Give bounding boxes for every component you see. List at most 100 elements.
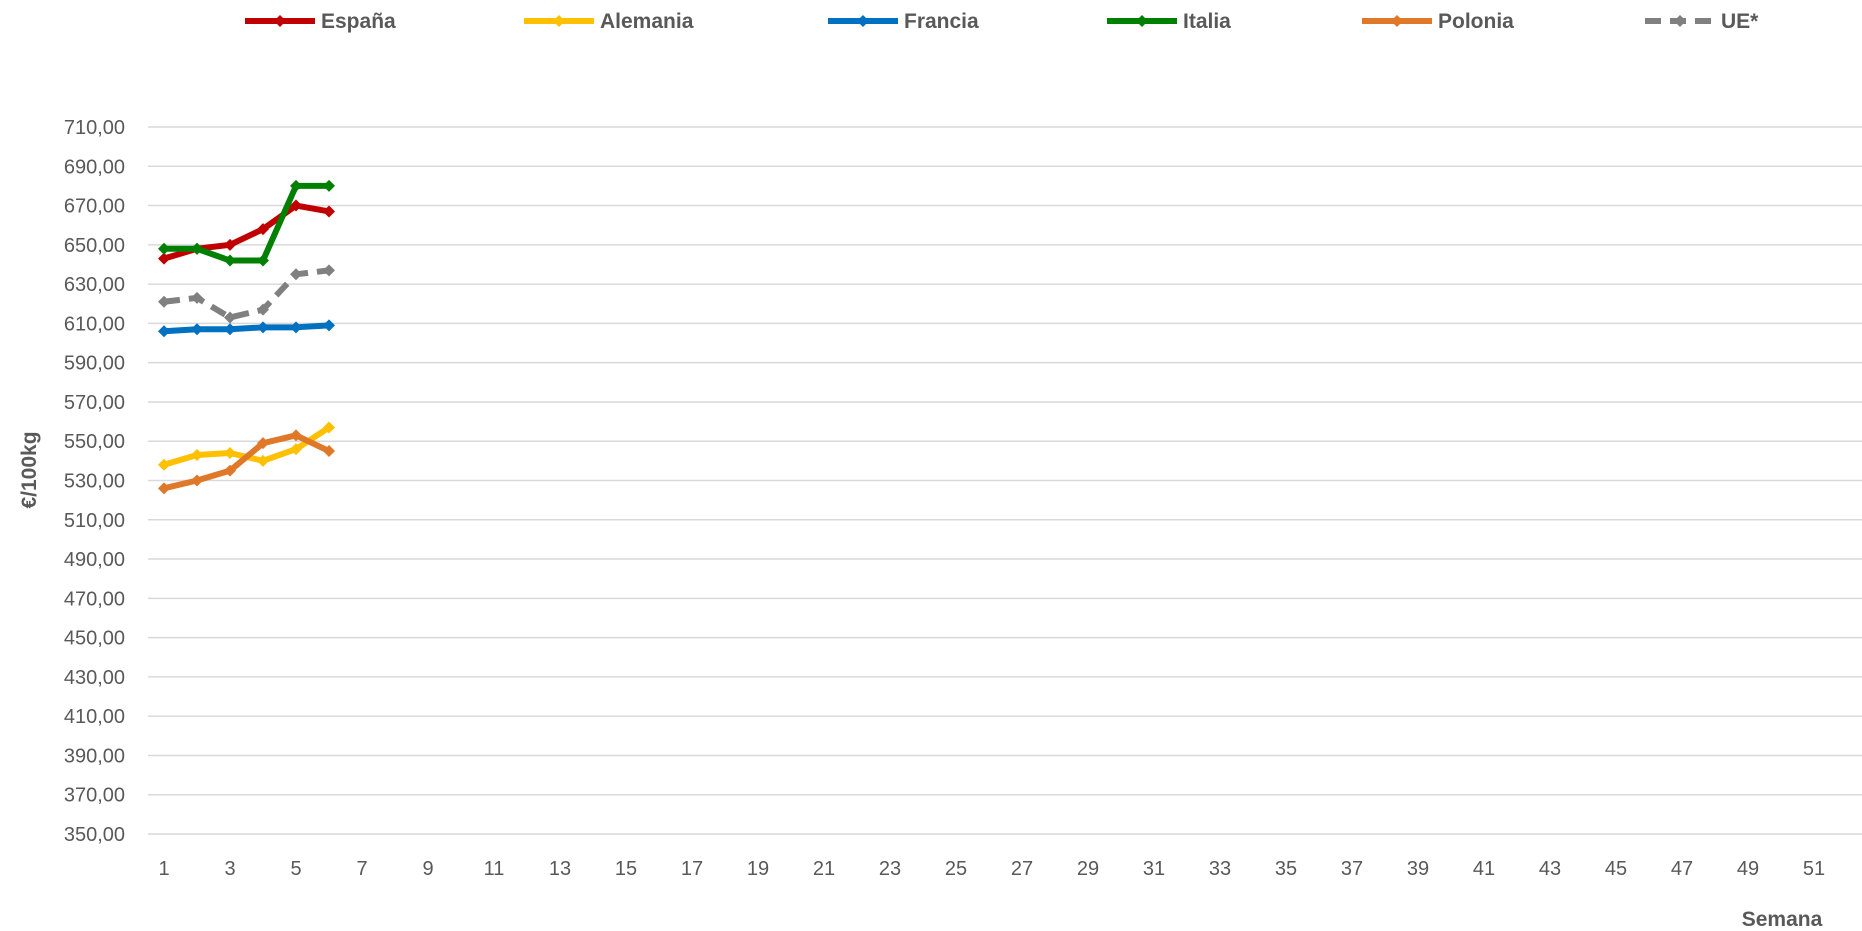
data-point [158,482,170,495]
legend-item: Alemania [524,10,694,33]
legend-label: Francia [904,10,979,33]
data-point [224,447,236,460]
x-tick-label: 3 [224,858,235,880]
data-point [257,437,269,450]
y-tick-label: 370,00 [64,785,125,807]
data-point [158,252,170,265]
x-tick-label: 15 [615,858,637,880]
x-tick-label: 35 [1275,858,1297,880]
x-axis-ticks: 1 3 5 7 9 11 13 15 17 19 21 23 25 27 29 31 33 35 37 39 41 43 4… [158,858,1825,880]
data-point [323,264,335,277]
legend-label: Alemania [600,10,694,33]
x-tick-label: 19 [747,858,769,880]
data-point [257,454,269,467]
data-point [323,205,335,218]
legend-label: España [321,10,396,33]
y-tick-label: 390,00 [64,745,125,767]
legend-marker [274,15,286,27]
data-point [158,458,170,471]
x-tick-label: 51 [1803,858,1825,880]
data-point [224,311,236,324]
legend-marker [1391,15,1403,27]
series-0 [158,199,335,265]
x-tick-label: 43 [1539,858,1561,880]
series-line [164,182,329,264]
legend-marker [1136,15,1148,27]
data-point [191,448,203,461]
data-point [158,295,170,308]
x-tick-label: 41 [1473,858,1495,880]
series-3 [158,179,335,267]
data-point [323,179,335,192]
y-tick-label: 510,00 [64,510,125,532]
x-tick-label: 21 [813,858,835,880]
y-tick-label: 490,00 [64,549,125,571]
data-point [323,319,335,332]
x-tick-label: 23 [879,858,901,880]
y-tick-label: 710,00 [64,117,125,139]
series-lines [158,179,335,495]
data-point [257,254,269,267]
x-tick-label: 13 [549,858,571,880]
x-tick-label: 11 [484,858,505,880]
x-tick-label: 39 [1407,858,1429,880]
x-tick-label: 5 [290,858,301,880]
legend-label: UE* [1721,10,1759,33]
data-point [290,443,302,456]
x-tick-label: 37 [1341,858,1363,880]
y-axis-title: €/100kg [18,431,41,508]
y-tick-label: 550,00 [64,431,125,453]
legend-item: España [245,10,396,33]
x-tick-label: 7 [356,858,367,880]
y-tick-label: 670,00 [64,196,125,218]
legend-marker [1674,15,1686,27]
series-2 [158,319,335,338]
x-tick-label: 1 [158,858,169,880]
y-tick-label: 470,00 [64,588,125,610]
y-tick-label: 430,00 [64,667,125,689]
data-point [290,268,302,281]
y-axis-ticks: 350,00 370,00 390,00 410,00 430,00 450,00 470,… [64,117,125,846]
y-tick-label: 350,00 [64,824,125,846]
series-4 [158,429,335,495]
gridlines [148,126,1862,835]
y-tick-label: 590,00 [64,353,125,375]
data-point [290,179,302,192]
series-5 [158,264,335,324]
legend-item: UE* [1645,10,1759,33]
data-point [257,223,269,236]
data-point [290,321,302,334]
series-line [163,267,330,321]
legend-item: Italia [1107,10,1231,33]
legend-label: Italia [1183,10,1231,33]
data-point [191,323,203,336]
data-point [224,238,236,251]
x-tick-label: 29 [1077,858,1099,880]
data-point [323,445,335,458]
data-point [290,429,302,442]
data-point [158,242,170,255]
legend-item: Francia [828,10,979,33]
data-point [224,323,236,336]
data-point [158,325,170,338]
y-tick-label: 450,00 [64,628,125,650]
legend: España Alemania Francia Italia Polonia UE* [245,10,1759,33]
legend-marker [553,15,565,27]
x-axis-title: Semana [1742,908,1823,931]
legend-item: Polonia [1362,10,1514,33]
x-tick-label: 25 [945,858,967,880]
x-tick-label: 47 [1671,858,1693,880]
y-tick-label: 690,00 [64,156,125,178]
data-point [257,321,269,334]
y-tick-label: 630,00 [64,274,125,296]
y-tick-label: 530,00 [64,471,125,493]
x-tick-label: 49 [1737,858,1759,880]
y-tick-label: 650,00 [64,235,125,257]
x-tick-label: 33 [1209,858,1231,880]
data-point [191,474,203,487]
data-point [191,291,203,304]
legend-marker [857,15,869,27]
y-tick-label: 410,00 [64,706,125,728]
series-1 [158,421,335,471]
